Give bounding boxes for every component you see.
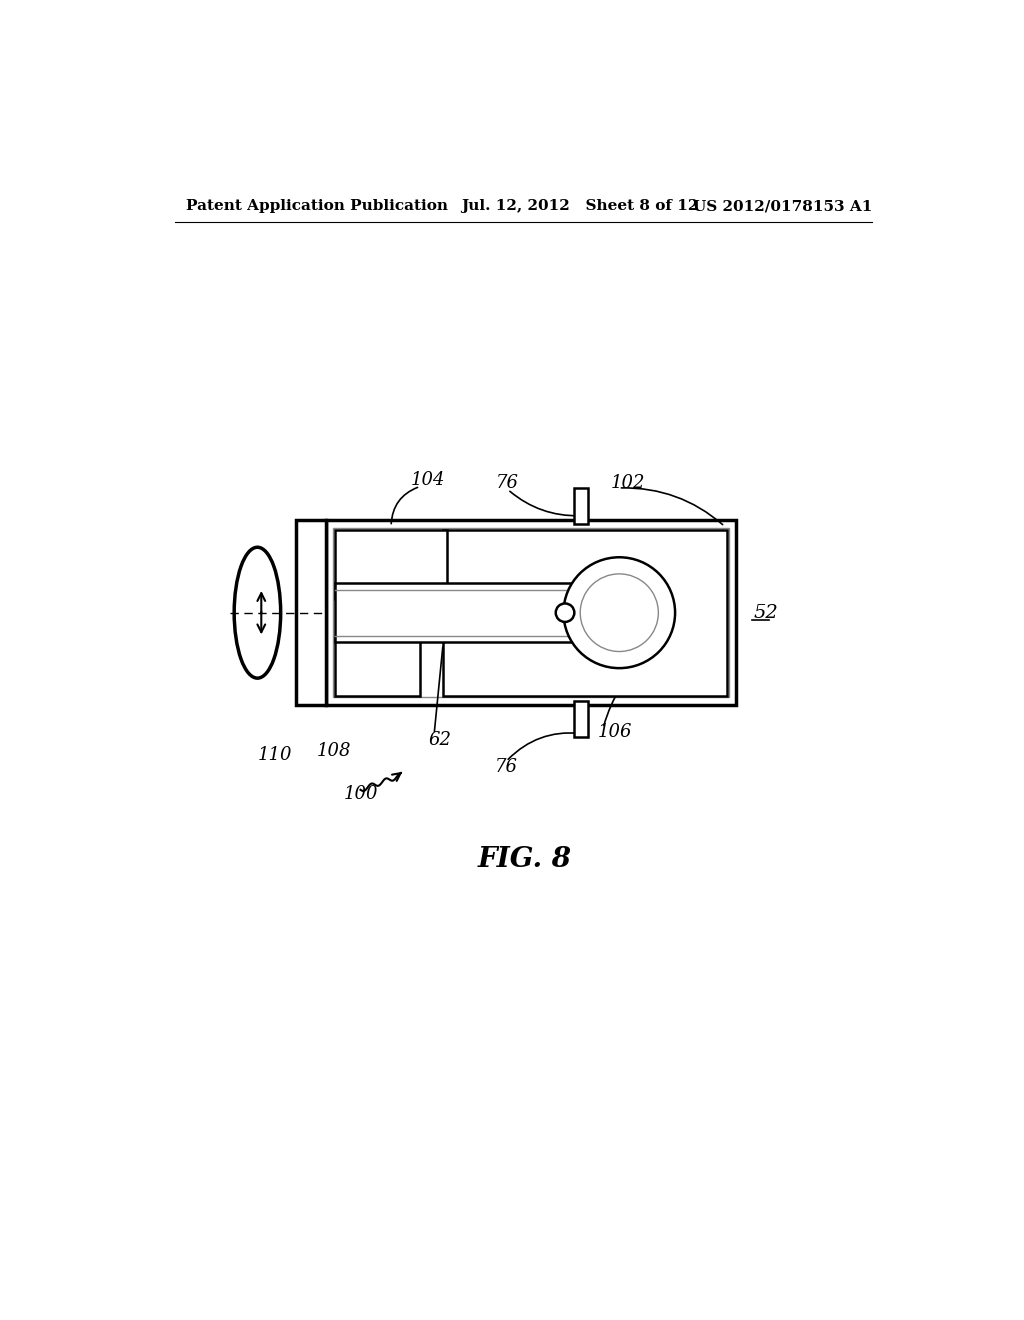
Circle shape [581, 574, 658, 652]
Text: 76: 76 [497, 474, 519, 492]
Bar [335, 583, 575, 642]
Text: 62: 62 [429, 731, 452, 748]
Bar [574, 701, 589, 738]
Text: 110: 110 [258, 746, 293, 764]
Text: 108: 108 [316, 742, 351, 760]
Bar [443, 529, 727, 696]
Circle shape [563, 557, 675, 668]
Bar [326, 520, 736, 705]
Bar [296, 520, 326, 705]
Text: FIG. 8: FIG. 8 [478, 846, 571, 873]
Text: US 2012/0178153 A1: US 2012/0178153 A1 [692, 199, 872, 213]
Bar [335, 638, 420, 696]
Text: 106: 106 [598, 723, 632, 741]
Text: 104: 104 [411, 471, 445, 490]
Bar [335, 529, 447, 599]
Bar [334, 528, 729, 697]
Text: 100: 100 [343, 784, 378, 803]
Text: 76: 76 [495, 758, 518, 776]
Circle shape [556, 603, 574, 622]
Text: Patent Application Publication: Patent Application Publication [186, 199, 449, 213]
Text: Jul. 12, 2012   Sheet 8 of 12: Jul. 12, 2012 Sheet 8 of 12 [461, 199, 698, 213]
Bar [574, 488, 589, 524]
Ellipse shape [234, 548, 281, 678]
Text: 102: 102 [611, 474, 645, 492]
Text: 52: 52 [754, 603, 778, 622]
